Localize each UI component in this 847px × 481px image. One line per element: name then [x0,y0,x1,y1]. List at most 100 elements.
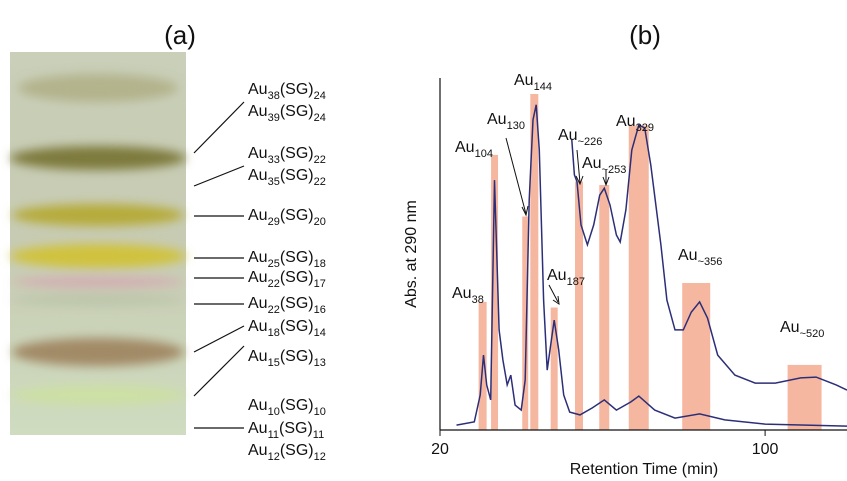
label-part: (SG) [280,269,314,286]
subscript: 144 [534,81,552,93]
subscript: 17 [314,278,326,290]
x-tick-label: 20 [431,441,449,458]
label-part: (SG) [279,420,313,437]
label-part: (SG) [280,103,314,120]
subscript: 12 [314,451,326,463]
label-part: Au [616,113,636,130]
bars [478,94,822,430]
label-part: Au [514,72,534,89]
label-part: (SG) [280,207,314,224]
bar-label: Au~253 [582,155,626,176]
bar [787,364,822,430]
gel-label: Au10(SG)10 [248,397,326,418]
subscript: 22 [268,304,280,316]
panel-title: (a) [164,20,196,50]
gel-photo [10,52,186,435]
label-part: Au [487,111,507,128]
label-part: Au [582,155,602,172]
subscript: 12 [268,451,280,463]
label-part: (SG) [280,81,314,98]
subscript: 14 [314,327,326,339]
subscript: 24 [314,90,326,102]
bar-label: Au38 [452,285,484,306]
label-part: (SG) [280,348,314,365]
label-part: (SG) [280,167,314,184]
subscript: 22 [314,154,326,166]
gel-label: Au39(SG)24 [248,103,326,124]
gel-label: Au25(SG)18 [248,249,326,270]
trace [571,124,847,391]
bar [530,94,539,430]
panel-title: (b) [629,20,661,50]
bar [682,283,711,430]
subscript: 38 [472,294,484,306]
x-tick-label: 100 [752,441,779,458]
subscript: 22 [314,176,326,188]
gel-label: Au22(SG)16 [248,295,326,316]
gel-labels: Au38(SG)24Au39(SG)24Au33(SG)22Au35(SG)22… [248,81,326,463]
bar [628,125,649,430]
subscript: 18 [314,258,326,270]
subscript: 187 [567,276,585,288]
label-part: Au [678,247,698,264]
bar-label: Au144 [514,72,552,93]
subscript: 130 [507,120,525,132]
subscript: ~226 [578,136,603,148]
label-part: (SG) [280,249,314,266]
trace [456,104,847,427]
gel-label: Au33(SG)22 [248,145,326,166]
bar [550,307,558,430]
bar [491,154,499,430]
subscript: 329 [636,122,654,134]
bar-label: Au~226 [558,127,602,148]
label-part: Au [248,269,268,286]
subscript: 35 [268,176,280,188]
label-part: Au [248,103,268,120]
annotation-arrows [505,137,610,306]
label-part: Au [248,167,268,184]
subscript: 10 [314,406,326,418]
subscript: ~356 [698,256,723,268]
label-part: Au [248,442,268,459]
label-part: Au [248,145,268,162]
label-part: (SG) [280,397,314,414]
bar-label: Au130 [487,111,525,132]
subscript: 104 [475,148,493,160]
y-axis-label: Abs. at 290 nm [403,200,420,308]
subscript: 20 [314,216,326,228]
bar-label: Au187 [547,267,585,288]
chart: Retention Time (min) Abs. at 290 nm 20 10… [403,72,847,478]
subscript: 10 [268,406,280,418]
gel-label: Au22(SG)17 [248,269,326,290]
subscript: 38 [268,90,280,102]
subscript: 39 [268,112,280,124]
label-part: Au [455,139,475,156]
subscript: 25 [268,258,280,270]
label-part: Au [248,207,268,224]
bar-label: Au~356 [678,247,722,268]
gel-label: Au29(SG)20 [248,207,326,228]
label-part: Au [780,319,800,336]
subscript: ~520 [800,328,825,340]
subscript: 33 [268,154,280,166]
label-part: (SG) [280,145,314,162]
gel-label: Au11(SG)11 [248,420,324,441]
gel-label: Au15(SG)13 [248,348,326,369]
label-part: Au [558,127,578,144]
gel-label: Au12(SG)12 [248,442,326,463]
subscript: 22 [268,278,280,290]
x-axis-label: Retention Time (min) [570,461,719,478]
bar-label: Au104 [455,139,493,160]
label-part: Au [248,249,268,266]
label-part: Au [248,318,268,335]
label-part: (SG) [280,442,314,459]
bar [522,216,529,430]
gel-label: Au35(SG)22 [248,167,326,188]
subscript: 11 [268,429,279,441]
label-part: Au [248,420,268,437]
label-part: Au [452,285,472,302]
label-part: Au [547,267,567,284]
subscript: 29 [268,216,280,228]
label-part: (SG) [280,295,314,312]
